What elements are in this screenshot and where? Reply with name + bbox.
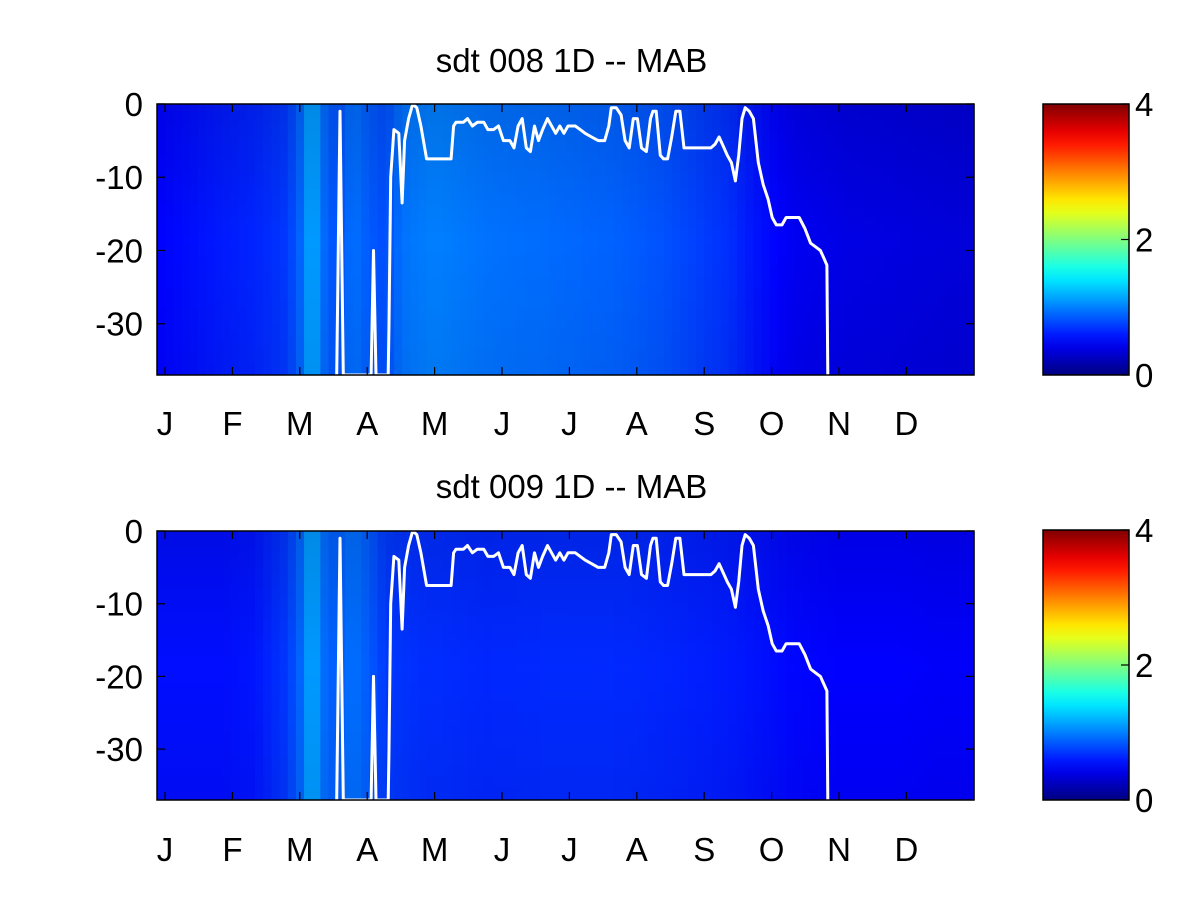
x-tick-label: A — [356, 405, 378, 442]
x-tick-label: D — [894, 831, 918, 868]
x-tick-label: J — [561, 405, 578, 442]
x-tick-label: O — [759, 405, 785, 442]
colorbar-tick-label: 2 — [1135, 647, 1153, 684]
x-tick-label: A — [626, 405, 648, 442]
y-tick-label: -10 — [95, 586, 143, 623]
colorbar-tick-label: 2 — [1135, 222, 1153, 259]
x-tick-label: N — [827, 831, 851, 868]
y-tick-label: -20 — [95, 658, 143, 695]
colorbar-tick-label: 4 — [1135, 512, 1153, 549]
heatmap-shading — [157, 104, 974, 375]
x-tick-label: N — [827, 405, 851, 442]
x-tick-label: D — [894, 405, 918, 442]
y-tick-label: -30 — [95, 731, 143, 768]
y-tick-label: -20 — [95, 232, 143, 269]
x-tick-label: A — [356, 831, 378, 868]
x-tick-label: M — [286, 405, 314, 442]
chart-title: sdt 009 1D -- MAB — [436, 468, 707, 505]
x-tick-label: F — [222, 405, 242, 442]
x-tick-label: S — [693, 405, 715, 442]
y-tick-label: -30 — [95, 306, 143, 343]
x-tick-label: M — [421, 405, 449, 442]
chart-panel-2: sdt 009 1D -- MAB 0 -10 -20 -30 J F M A M J J A S O N D 0… — [95, 468, 1153, 868]
x-tick-label: J — [157, 405, 174, 442]
y-tick-label: 0 — [125, 513, 143, 550]
colorbar-tick-label: 0 — [1135, 782, 1153, 819]
heatmap-shading — [157, 531, 974, 800]
colorbar-tick-label: 4 — [1135, 86, 1153, 123]
plot-frame — [156, 103, 975, 376]
x-tick-label: S — [693, 831, 715, 868]
x-tick-label: J — [561, 831, 578, 868]
x-tick-label: M — [421, 831, 449, 868]
x-tick-label: J — [494, 831, 511, 868]
series-line — [335, 529, 830, 802]
x-tick-label: J — [494, 405, 511, 442]
x-tick-label: F — [222, 831, 242, 868]
series-line — [335, 102, 830, 377]
y-tick-label: -10 — [95, 159, 143, 196]
y-tick-label: 0 — [125, 86, 143, 123]
chart-title: sdt 008 1D -- MAB — [436, 42, 707, 79]
colorbar — [1042, 103, 1130, 376]
x-tick-label: O — [759, 831, 785, 868]
x-tick-label: J — [157, 831, 174, 868]
chart-panel-1: sdt 008 1D -- MAB 0 -10 -20 -30 J F M A M J J A S O N D 0… — [95, 42, 1153, 442]
x-tick-label: A — [626, 831, 648, 868]
colorbar-tick-label: 0 — [1135, 357, 1153, 394]
plot-frame — [156, 530, 975, 801]
x-tick-label: M — [286, 831, 314, 868]
colorbar — [1042, 529, 1130, 801]
